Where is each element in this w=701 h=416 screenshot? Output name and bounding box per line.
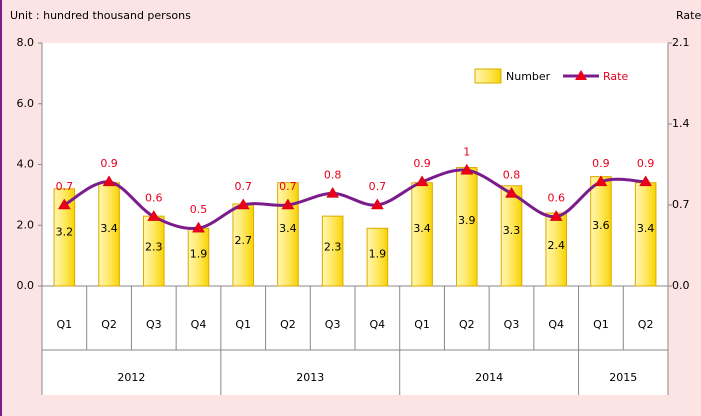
x-tick-label: Q3: [146, 318, 162, 331]
y-tick-label: 0.0: [17, 279, 35, 292]
rate-marker: [326, 186, 340, 198]
bar-value-label: 1.9: [369, 247, 387, 260]
bar-value-label: 3.4: [413, 222, 431, 235]
rate-value-label: 0.6: [145, 192, 163, 205]
rate-marker: [505, 186, 518, 198]
y2-title: Rate: [676, 9, 701, 22]
bar-value-label: 2.3: [145, 241, 163, 254]
rate-value-label: 0.8: [503, 168, 521, 181]
bar: [366, 227, 389, 287]
rate-value-label: 0.9: [592, 157, 610, 170]
y2-tick-label: 0.7: [672, 198, 690, 211]
rate-value-label: 0.8: [324, 168, 342, 181]
rate-value-label: 0.5: [190, 203, 208, 216]
y-tick-label: 8.0: [17, 36, 35, 49]
legend-label: Rate: [603, 70, 628, 83]
group-label: 2015: [609, 371, 637, 384]
bar-value-label: 3.4: [100, 222, 118, 235]
rate-value-label: 0.9: [100, 157, 118, 170]
bar-value-label: 2.3: [324, 241, 342, 254]
rate-value-label: 0.9: [413, 157, 431, 170]
rate-value-label: 1: [463, 145, 470, 158]
x-tick-label: Q1: [57, 318, 73, 331]
bar-value-label: 3.9: [458, 214, 476, 227]
bar-value-label: 3.6: [592, 219, 610, 232]
rate-marker: [102, 175, 116, 187]
legend-marker: [575, 70, 587, 80]
rate-marker: [192, 221, 205, 233]
rate-value-label: 0.7: [234, 180, 252, 193]
bar-value-label: 2.4: [547, 239, 565, 252]
rate-value-label: 0.6: [547, 192, 565, 205]
bar-value-label: 3.4: [279, 222, 297, 235]
bar-value-label: 3.3: [503, 224, 521, 237]
group-label: 2014: [475, 371, 503, 384]
rate-value-label: 0.7: [279, 180, 297, 193]
group-label: 2013: [296, 371, 324, 384]
x-tick-label: Q3: [504, 318, 520, 331]
bar-value-label: 3.2: [56, 226, 74, 239]
rate-marker: [147, 210, 161, 221]
y2-tick-label: 0.0: [672, 279, 690, 292]
y2-tick-label: 1.4: [672, 117, 690, 130]
rate-value-label: 0.7: [56, 180, 74, 193]
legend-label: Number: [506, 70, 551, 83]
x-tick-label: Q2: [459, 318, 475, 331]
x-tick-label: Q1: [414, 318, 430, 331]
x-tick-label: Q1: [235, 318, 251, 331]
rate-marker: [460, 163, 474, 175]
x-tick-label: Q2: [101, 318, 117, 331]
x-tick-label: Q4: [191, 318, 207, 331]
bar-value-label: 2.7: [234, 234, 252, 247]
x-tick-label: Q2: [280, 318, 296, 331]
unit-label: Unit : hundred thousand persons: [10, 9, 191, 22]
x-tick-label: Q3: [325, 318, 341, 331]
rate-marker: [281, 198, 295, 210]
rate-marker: [236, 198, 250, 210]
rate-marker: [57, 198, 71, 210]
bar: [53, 188, 76, 287]
legend-swatch: [474, 68, 502, 84]
x-tick-label: Q4: [370, 318, 386, 331]
rate-marker: [370, 198, 384, 210]
rate-marker: [415, 175, 429, 187]
bar: [500, 185, 523, 287]
y2-tick-label: 2.1: [672, 36, 690, 49]
group-label: 2012: [117, 371, 145, 384]
rate-marker: [594, 175, 608, 187]
x-tick-label: Q2: [638, 318, 654, 331]
bar-value-label: 3.4: [637, 222, 655, 235]
y-tick-label: 6.0: [17, 97, 35, 110]
left-border: [0, 0, 2, 416]
x-tick-label: Q4: [548, 318, 564, 331]
y-tick-label: 4.0: [17, 158, 35, 171]
rate-marker: [639, 175, 653, 187]
rate-marker: [549, 210, 563, 221]
bar: [321, 215, 344, 287]
x-tick-label: Q1: [593, 318, 609, 331]
rate-value-label: 0.9: [637, 157, 655, 170]
bar-value-label: 1.9: [190, 247, 208, 260]
y-tick-label: 2.0: [17, 218, 35, 231]
rate-value-label: 0.7: [369, 180, 387, 193]
